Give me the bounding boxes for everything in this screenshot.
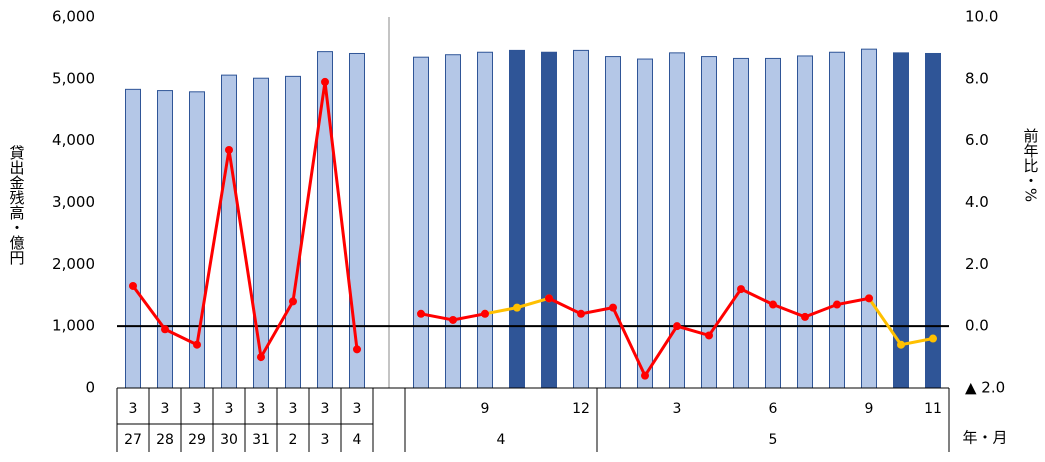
point bbox=[673, 322, 681, 331]
point bbox=[737, 285, 745, 294]
point bbox=[865, 294, 873, 303]
bar bbox=[413, 56, 429, 389]
x-group-label: 31 bbox=[252, 432, 270, 448]
y-tick-label: 6,000 bbox=[52, 8, 95, 26]
bar bbox=[541, 51, 557, 389]
bar bbox=[765, 57, 781, 389]
x-tick-label: 3 bbox=[321, 401, 330, 417]
x-tick-label: 3 bbox=[161, 401, 170, 417]
y-axis-title: 貸出金残高・億円 bbox=[8, 145, 26, 266]
x-tick-label: 3 bbox=[225, 401, 234, 417]
point bbox=[289, 297, 297, 306]
y-tick-label: 4,000 bbox=[52, 131, 95, 149]
bar bbox=[509, 49, 525, 389]
y-tick-label: 1,000 bbox=[52, 317, 95, 335]
bar bbox=[157, 90, 173, 389]
point bbox=[449, 315, 457, 324]
x-group-label: 27 bbox=[124, 432, 142, 448]
point bbox=[353, 345, 361, 354]
y-tick-label: 2,000 bbox=[52, 255, 95, 273]
x-tick-label: 12 bbox=[572, 401, 590, 417]
point bbox=[481, 309, 489, 318]
point bbox=[577, 309, 585, 318]
x-tick-label: 3 bbox=[257, 401, 266, 417]
point bbox=[193, 340, 201, 349]
bar bbox=[445, 54, 461, 389]
x-tick-label: 6 bbox=[769, 401, 778, 417]
x-tick-label: 9 bbox=[865, 401, 874, 417]
bar bbox=[253, 77, 269, 389]
point bbox=[609, 303, 617, 312]
x-group-label: 4 bbox=[353, 432, 362, 448]
x-axis-title: 年・月 bbox=[962, 429, 1007, 447]
point bbox=[513, 303, 521, 312]
x-group-label: 28 bbox=[156, 432, 174, 448]
y2-tick-label: 2.0 bbox=[965, 255, 989, 273]
x-group-label: 4 bbox=[497, 432, 506, 448]
y-tick-label: 5,000 bbox=[52, 69, 95, 87]
bar bbox=[637, 58, 653, 389]
bar bbox=[221, 74, 237, 389]
point bbox=[417, 309, 425, 318]
x-tick-label: 3 bbox=[289, 401, 298, 417]
x-tick-label: 3 bbox=[129, 401, 138, 417]
point bbox=[833, 300, 841, 309]
y2-tick-label: 10.0 bbox=[965, 8, 998, 26]
bar bbox=[285, 75, 301, 389]
point bbox=[705, 331, 713, 340]
point bbox=[129, 281, 137, 290]
point bbox=[225, 145, 233, 154]
x-group-label: 29 bbox=[188, 432, 206, 448]
bar bbox=[829, 51, 845, 389]
bar bbox=[733, 57, 749, 389]
point bbox=[545, 294, 553, 303]
x-tick-label: 9 bbox=[481, 401, 490, 417]
y2-tick-label: 4.0 bbox=[965, 193, 989, 211]
bar bbox=[317, 51, 333, 389]
bar bbox=[797, 55, 813, 389]
x-tick-label: 3 bbox=[353, 401, 362, 417]
point bbox=[321, 77, 329, 86]
y2-tick-label: 8.0 bbox=[965, 69, 989, 87]
y2-tick-label: 6.0 bbox=[965, 131, 989, 149]
y2-axis-title: 前年比・% bbox=[1022, 128, 1040, 202]
bar bbox=[125, 88, 141, 389]
x-tick-label: 3 bbox=[193, 401, 202, 417]
point bbox=[897, 340, 905, 349]
bar bbox=[605, 56, 621, 389]
point bbox=[257, 353, 265, 362]
x-group-label: 2 bbox=[289, 432, 298, 448]
y2-tick-label: 0.0 bbox=[965, 317, 989, 335]
point bbox=[641, 371, 649, 380]
line bbox=[131, 81, 359, 362]
point bbox=[801, 312, 809, 321]
x-tick-label: 11 bbox=[924, 401, 942, 417]
point bbox=[929, 334, 937, 343]
x-group-label: 3 bbox=[321, 432, 330, 448]
bar bbox=[669, 52, 685, 389]
y-tick-label: 3,000 bbox=[52, 193, 95, 211]
x-group-label: 5 bbox=[769, 432, 778, 448]
bar bbox=[477, 51, 493, 389]
y2-tick-label: ▲ 2.0 bbox=[965, 379, 1005, 397]
y-tick-label: 0 bbox=[85, 379, 95, 397]
x-tick-label: 3 bbox=[673, 401, 682, 417]
point bbox=[769, 300, 777, 309]
x-group-label: 30 bbox=[220, 432, 238, 448]
bar bbox=[861, 48, 877, 389]
point bbox=[161, 325, 169, 334]
bar bbox=[573, 49, 589, 389]
